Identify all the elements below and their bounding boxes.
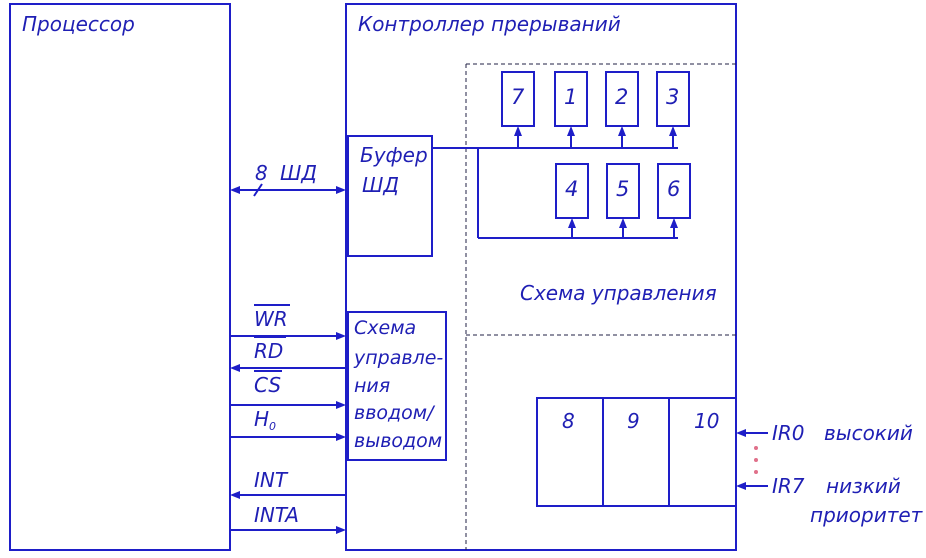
signal-a0-main: H bbox=[254, 407, 269, 431]
signal-inta-arrow bbox=[336, 526, 346, 534]
register-label: 4 bbox=[565, 177, 578, 201]
ir7-arrow bbox=[736, 482, 746, 490]
controller-title: Контроллер прерываний bbox=[358, 12, 621, 36]
buffer-label-line1: Буфер bbox=[360, 143, 428, 167]
signal-int-label: INT bbox=[254, 468, 289, 492]
register-label: 5 bbox=[616, 177, 629, 201]
signal-a0: H0 bbox=[230, 407, 346, 441]
register-top-2: 2 bbox=[605, 71, 639, 148]
signal-a0-arrow bbox=[336, 433, 346, 441]
signal-a0-label: H0 bbox=[254, 407, 276, 433]
register-arrow bbox=[670, 218, 678, 228]
register-bottom-5: 5 bbox=[606, 163, 640, 238]
ir-ellipsis-dot-1 bbox=[754, 446, 758, 450]
register-label: 1 bbox=[564, 85, 577, 109]
ir-ellipsis-dot-3 bbox=[754, 470, 758, 474]
signal-rd-label: RD bbox=[254, 339, 283, 363]
io-control-line-3: ния bbox=[354, 375, 390, 397]
register-label: 2 bbox=[615, 85, 628, 109]
signal-int: INT bbox=[230, 468, 346, 499]
ir0-priority: высокий bbox=[824, 421, 913, 445]
signal-int-arrow bbox=[230, 491, 240, 499]
ir7-priority-line1: низкий bbox=[826, 474, 901, 498]
register-label: 3 bbox=[666, 85, 679, 109]
register-label: 6 bbox=[667, 177, 680, 201]
signal-cs: CS bbox=[230, 370, 346, 409]
register-arrow bbox=[568, 218, 576, 228]
signal-cs-arrow bbox=[336, 401, 346, 409]
io-control-line-4: вводом/ bbox=[354, 402, 436, 424]
ir7-priority-line2: приоритет bbox=[810, 503, 924, 527]
ir0-label: IR0 bbox=[772, 421, 805, 445]
control-scheme-label: Схема управления bbox=[520, 281, 717, 305]
io-control-line-5: выводом bbox=[354, 430, 442, 452]
data-bus-width: 8 bbox=[255, 161, 268, 185]
irq-register-block bbox=[536, 397, 737, 507]
register-arrow bbox=[567, 126, 575, 136]
signal-inta-label: INTA bbox=[254, 503, 299, 527]
signal-inta: INTA bbox=[230, 503, 346, 534]
data-bus-arrow-left bbox=[230, 186, 240, 194]
register-top-3: 3 bbox=[656, 71, 690, 148]
buffer-label-line2: ШД bbox=[362, 173, 399, 197]
register-arrow bbox=[618, 126, 626, 136]
processor-title: Процессор bbox=[22, 12, 135, 36]
register-arrow bbox=[669, 126, 677, 136]
signal-cs-label: CS bbox=[254, 373, 281, 397]
data-bus-label: ШД bbox=[280, 161, 317, 185]
register-top-7: 7 bbox=[501, 71, 535, 148]
signal-wr: WR bbox=[230, 304, 346, 340]
signal-rd-arrow bbox=[230, 364, 240, 372]
signal-a0-subscript: 0 bbox=[269, 420, 276, 433]
ir0-arrow bbox=[736, 429, 746, 437]
controller-block bbox=[345, 3, 737, 551]
signal-wr-label: WR bbox=[254, 307, 288, 331]
irq-cell-10: 10 bbox=[694, 409, 719, 433]
register-bottom-6: 6 bbox=[657, 163, 691, 238]
signal-rd: RD bbox=[230, 336, 346, 372]
register-top-1: 1 bbox=[554, 71, 588, 148]
register-arrow bbox=[619, 218, 627, 228]
irq-cell-9: 9 bbox=[627, 409, 640, 433]
data-bus-buffer bbox=[347, 135, 433, 257]
irq-cell-8: 8 bbox=[562, 409, 575, 433]
io-control-line-2: управле- bbox=[353, 347, 443, 369]
ir7-label: IR7 bbox=[772, 474, 805, 498]
ir-ellipsis-dot-2 bbox=[754, 458, 758, 462]
register-arrow bbox=[514, 126, 522, 136]
io-control-line-1: Схема bbox=[354, 317, 416, 339]
data-bus-arrow-right bbox=[336, 186, 346, 194]
data-bus-width-slash bbox=[253, 183, 263, 197]
io-control-block bbox=[347, 311, 447, 461]
register-label: 7 bbox=[511, 85, 525, 109]
signal-wr-arrow bbox=[336, 332, 346, 340]
processor-block bbox=[9, 3, 231, 551]
register-bottom-4: 4 bbox=[555, 163, 589, 238]
